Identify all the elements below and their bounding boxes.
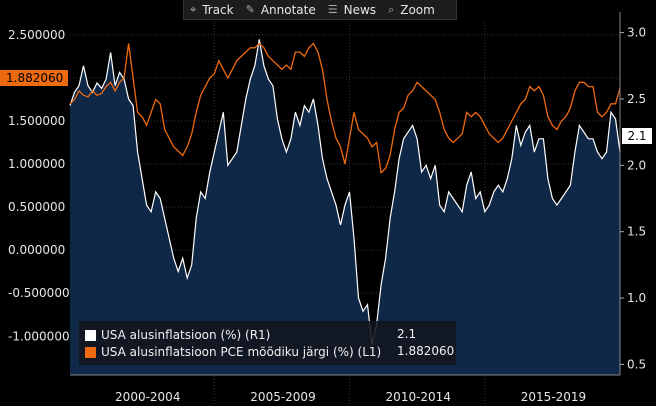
legend-value-orange: 1.882060 [397, 344, 455, 358]
track-button[interactable]: ⌖ Track [184, 0, 240, 19]
legend-swatch-white [85, 329, 96, 341]
left-value-text: 1.882060 [6, 71, 64, 85]
left-axis-ticks: 2.5000002.0000001.5000001.0000000.500000… [8, 28, 70, 343]
x-tick-label: 2000-2004 [115, 390, 180, 404]
x-tick-label: 2010-2014 [386, 390, 451, 404]
series-line-core-inflation [69, 39, 621, 345]
left-value-badge: 1.882060 [0, 70, 68, 86]
pencil-icon: ✎ [245, 3, 255, 16]
legend-entry-white: USA alusinflatsioon (%) (R1) [85, 327, 270, 343]
series-line-pce-core-inflation [69, 42, 621, 175]
annotate-button[interactable]: ✎ Annotate [240, 0, 322, 19]
legend-entry-orange: USA alusinflatsioon PCE mõõdiku järgi (%… [85, 344, 381, 360]
magnifier-icon: ⌕ [388, 2, 395, 16]
legend-value-white: 2.1 [397, 327, 417, 341]
right-tick-label: 2.0 [627, 158, 646, 172]
right-tick-label: 1.0 [627, 291, 646, 305]
right-tick-label: 3.0 [627, 26, 646, 40]
legend-swatch-orange [85, 346, 96, 358]
legend-label-white: USA alusinflatsioon (%) (R1) [101, 328, 271, 342]
right-axis-ticks: 3.0 2.5 2.0 1.5 1.0 0.5 [619, 12, 646, 375]
right-tick-label: 1.5 [627, 225, 646, 239]
right-value-text: 2.1 [627, 129, 647, 143]
left-tick-label: 0.500000 [8, 200, 65, 214]
news-button[interactable]: ☰ News [322, 0, 382, 19]
left-tick-label: 0.000000 [8, 243, 65, 257]
right-tick-label: 0.5 [627, 357, 646, 371]
left-tick-label: 2.500000 [8, 28, 65, 42]
right-value-badge: 2.1 [622, 128, 652, 144]
gridlines [70, 22, 620, 405]
left-tick-label: -1.000000 [8, 329, 70, 343]
x-axis: 2000-2004 2005-2009 2010-2014 2015-2019 [70, 374, 620, 404]
left-tick-label: 1.000000 [8, 157, 65, 171]
left-tick-label: -0.500000 [8, 286, 70, 300]
news-icon: ☰ [327, 3, 338, 16]
x-tick-label: 2005-2009 [250, 390, 315, 404]
left-tick-label: 1.500000 [8, 114, 65, 128]
right-tick-label: 2.5 [627, 92, 646, 106]
chart-toolbar: ⌖ Track ✎ Annotate ☰ News ⌕ Zoom [183, 0, 457, 20]
track-label: Track [202, 2, 234, 17]
legend: USA alusinflatsioon (%) (R1) USA alusinf… [79, 321, 456, 365]
news-label: News [343, 2, 377, 17]
zoom-label: Zoom [400, 2, 435, 17]
zoom-button[interactable]: ⌕ Zoom [382, 0, 441, 19]
annotate-label: Annotate [260, 2, 316, 17]
crosshair-icon: ⌖ [190, 2, 197, 16]
x-tick-label: 2015-2019 [521, 390, 586, 404]
legend-label-orange: USA alusinflatsioon PCE mõõdiku järgi (%… [101, 345, 382, 359]
